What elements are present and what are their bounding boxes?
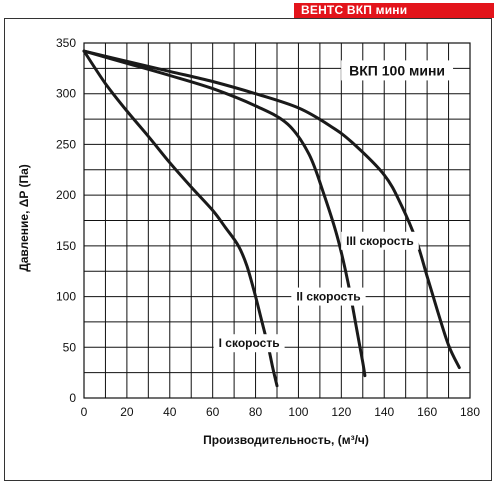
y-axis-title: Давление, ΔP (Па)	[17, 164, 31, 272]
x-tick-label: 140	[374, 405, 394, 419]
y-tick-label: 250	[56, 137, 76, 151]
x-axis-title: Производительность, (м³/ч)	[203, 433, 369, 447]
x-tick-label: 40	[163, 405, 177, 419]
y-tick-label: 150	[56, 239, 76, 253]
curve-label-2: II скорость	[291, 287, 366, 306]
curve-speed-2	[82, 49, 367, 378]
y-tick-label: 350	[56, 36, 76, 50]
curve-label-2-bg	[291, 287, 366, 306]
y-tick-label: 200	[56, 188, 76, 202]
curve-speed-3	[82, 49, 461, 370]
axis-ticks: 0 20 40 60 80 100 120 140 160 180 0 50 100 150 200 250 3…	[56, 36, 480, 419]
y-tick-label: 300	[56, 87, 76, 101]
x-tick-label: 160	[417, 405, 437, 419]
curve-label-1-bg	[213, 334, 285, 353]
brand-banner: ВЕНТС ВКП мини	[294, 3, 494, 18]
labels: ВКП 100 мини I скорость II скорость III ско…	[213, 60, 454, 353]
y-tick-label: 0	[69, 391, 76, 405]
x-tick-label: 180	[460, 405, 480, 419]
curve-label-3-bg	[341, 231, 419, 250]
x-tick-label: 0	[81, 405, 88, 419]
model-label-text: ВКП 100 мини	[349, 62, 445, 78]
plot-border	[83, 42, 471, 399]
x-tick-label: 60	[206, 405, 220, 419]
x-tick-label: 100	[288, 405, 308, 419]
x-tick-label: 120	[331, 405, 351, 419]
y-tick-label: 50	[63, 340, 77, 354]
curve-label-3: III скорость	[341, 231, 419, 250]
x-tick-label: 20	[120, 405, 134, 419]
curve-label-2-text: II скорость	[296, 290, 360, 304]
model-label-bg	[341, 60, 454, 81]
y-tick-label: 100	[56, 290, 76, 304]
model-label: ВКП 100 мини	[341, 60, 454, 81]
curve-label-3-text: III скорость	[346, 234, 414, 248]
curve-label-1-text: I скорость	[219, 336, 280, 350]
curve-label-1: I скорость	[213, 334, 285, 353]
x-tick-label: 80	[249, 405, 263, 419]
chart-frame	[4, 18, 492, 481]
